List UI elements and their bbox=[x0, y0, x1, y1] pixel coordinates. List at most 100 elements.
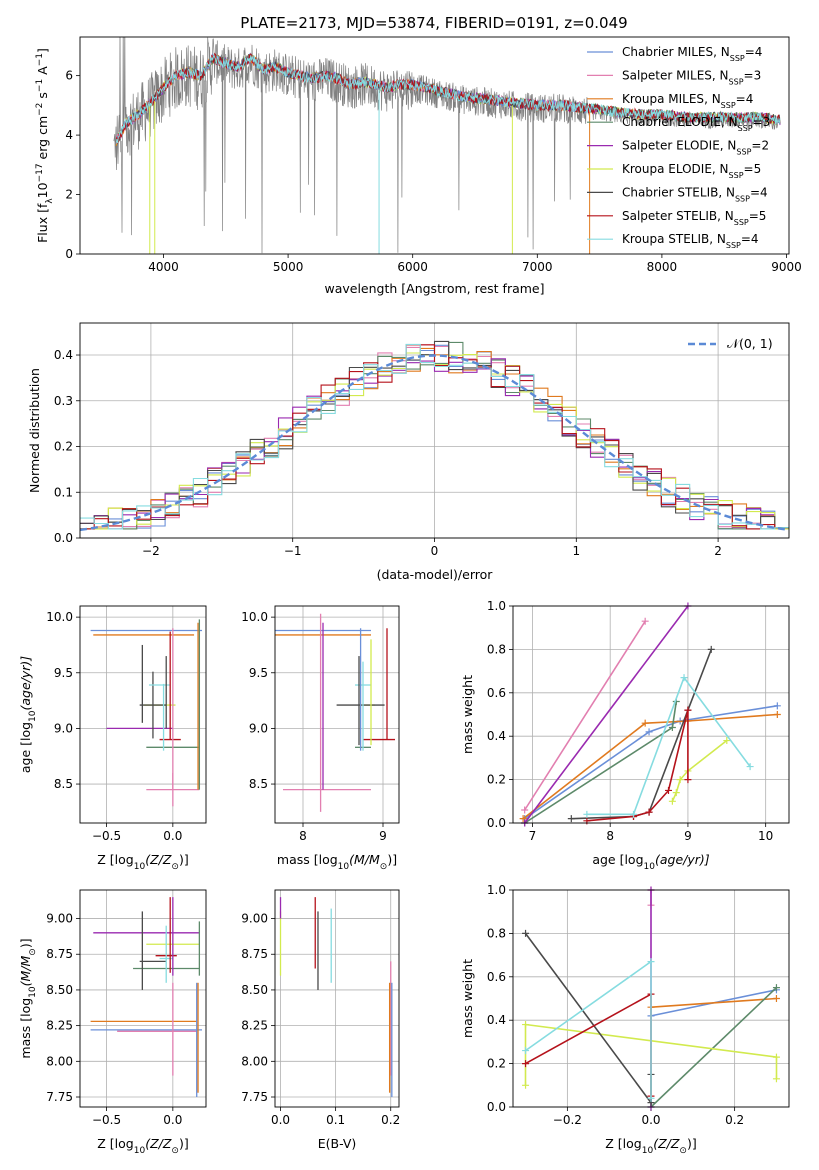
y-tick-label: 9.5 bbox=[249, 666, 268, 680]
x-axis-label-part: )] bbox=[387, 852, 397, 867]
legend-entry-nssp-prefix: , N bbox=[718, 185, 735, 199]
series-point bbox=[583, 810, 591, 818]
legend-entry-nssp-sub: SSP bbox=[729, 171, 744, 180]
legend-entry-nssp: = bbox=[745, 45, 755, 59]
x-tick-label: 0.1 bbox=[326, 1113, 345, 1127]
x-tick-label: −1 bbox=[284, 544, 302, 558]
y-tick-label: 0.1 bbox=[54, 485, 73, 499]
y-tick-label: 9.0 bbox=[54, 721, 73, 735]
axes-frame bbox=[512, 605, 790, 824]
y-tick-label: 8.50 bbox=[241, 983, 268, 997]
y-tick-label: 0.2 bbox=[54, 440, 73, 454]
legend-entry-name: Salpeter MILES bbox=[622, 68, 712, 82]
legend-entry-nssp-value: 2 bbox=[761, 139, 769, 153]
series-point bbox=[772, 1053, 780, 1061]
legend-entry: Salpeter STELIB, NSSP=5 bbox=[622, 209, 766, 227]
y-axis-label-part: ⊙ bbox=[28, 948, 38, 956]
legend-entry: Kroupa ELODIE, NSSP=5 bbox=[622, 162, 761, 180]
legend-entry-nssp-value: 3 bbox=[763, 115, 771, 129]
x-axis-label-part: age [log bbox=[592, 852, 643, 867]
mass-vs-ebv-panel: 0.0 0.1 0.2 7.75 8.00 8.25 8.50 8.75 9.00 E(B-V) bbox=[241, 889, 400, 1151]
y-tick-label: 0.4 bbox=[487, 729, 506, 743]
y-tick-label: 0 bbox=[65, 247, 73, 261]
series-point bbox=[664, 786, 672, 794]
series-point bbox=[723, 737, 731, 745]
series-point bbox=[676, 776, 684, 784]
legend-entry-nssp: = bbox=[741, 232, 751, 246]
age-vs-metallicity-panel: −0.5 0.08.59.09.510.0Z [log10(Z/Z⊙)]age [… bbox=[18, 605, 207, 872]
y-tick-label: 0.8 bbox=[487, 926, 506, 940]
y-axis-label-part: ] bbox=[35, 48, 50, 53]
legend-entry: Chabrier MILES, NSSP=4 bbox=[622, 45, 762, 63]
x-axis-label-part: ⊙ bbox=[171, 1146, 179, 1156]
series-point bbox=[647, 1094, 655, 1102]
legend-entry-nssp-sub: SSP bbox=[738, 124, 753, 133]
series-point bbox=[522, 1081, 530, 1089]
x-tick-label: 7 bbox=[529, 829, 537, 843]
series-line-chabrier-stelib bbox=[524, 932, 652, 1106]
y-tick-label: 7.75 bbox=[241, 1090, 268, 1104]
legend-entry-nssp-prefix: , N bbox=[704, 92, 721, 106]
legend-entry-name: Kroupa ELODIE bbox=[622, 162, 712, 176]
series-point bbox=[522, 1021, 530, 1029]
series-line-chabrier-elodie bbox=[650, 987, 778, 1107]
y-tick-label: 10.0 bbox=[46, 610, 73, 624]
y-axis-label-part: (age/yr)] bbox=[18, 656, 33, 711]
x-axis-label: wavelength [Angstrom, rest frame] bbox=[324, 281, 544, 296]
legend-entry-name: Salpeter ELODIE bbox=[622, 139, 720, 153]
y-tick-label: 0.6 bbox=[487, 970, 506, 984]
legend-entry: Salpeter ELODIE, NSSP=2 bbox=[622, 139, 769, 157]
y-axis-label-part: −2 bbox=[35, 103, 45, 116]
legend-entry-nssp: = bbox=[744, 162, 754, 176]
y-tick-label: 9.00 bbox=[241, 912, 268, 926]
y-axis-label: mass weight bbox=[460, 959, 475, 1038]
y-axis-label-part: 10 bbox=[28, 710, 38, 722]
x-axis-label: E(B-V) bbox=[318, 1136, 357, 1151]
series-line-salpeter-miles bbox=[524, 620, 646, 811]
legend-entry-name: Salpeter STELIB bbox=[622, 209, 717, 223]
y-tick-label: 4 bbox=[65, 128, 73, 142]
y-axis-label: mass [log10(M/M⊙)] bbox=[18, 938, 38, 1058]
y-tick-label: 0.0 bbox=[487, 1100, 506, 1114]
x-axis-label-part: 10 bbox=[134, 1146, 146, 1156]
legend-entry-nssp-sub: SSP bbox=[729, 77, 744, 86]
y-tick-label: 0.0 bbox=[487, 816, 506, 830]
legend-entry-nssp-prefix: , N bbox=[720, 139, 737, 153]
mass-vs-metallicity-panel: −0.5 0.07.758.008.258.508.759.00Z [log10(… bbox=[18, 889, 207, 1156]
axes-frame bbox=[79, 889, 207, 1108]
series-point bbox=[773, 702, 781, 710]
legend-entry-name: Chabrier MILES bbox=[622, 45, 713, 59]
series-point bbox=[772, 1075, 780, 1083]
figure-title: PLATE=2173, MJD=53874, FIBERID=0191, z=0… bbox=[240, 14, 627, 32]
y-axis-label-part: erg cm bbox=[35, 116, 50, 164]
series-point bbox=[772, 995, 780, 1002]
x-axis-label: (data-model)/error bbox=[377, 567, 494, 582]
y-tick-label: 8.5 bbox=[249, 777, 268, 791]
x-tick-label: 0.0 bbox=[641, 1113, 660, 1127]
series-point bbox=[630, 810, 638, 818]
x-tick-label: 0.0 bbox=[163, 1113, 182, 1127]
series-line-kroupa-miles bbox=[522, 713, 778, 820]
series-point bbox=[680, 674, 688, 682]
series-point bbox=[668, 797, 676, 805]
series-line-salpeter-elodie bbox=[524, 606, 689, 823]
series-point bbox=[746, 763, 754, 771]
series-point bbox=[668, 724, 676, 732]
x-axis-label: age [log10(age/yr)] bbox=[592, 852, 709, 872]
age-vs-mass-panel: 8 9 8.5 9.0 9.5 10.0 mass [log10(M/M⊙)] bbox=[241, 605, 400, 872]
axes-frame bbox=[79, 322, 790, 539]
x-tick-label: −0.2 bbox=[553, 1113, 582, 1127]
y-tick-label: 6 bbox=[65, 69, 73, 83]
series-point bbox=[684, 776, 692, 784]
x-tick-label: 9000 bbox=[771, 260, 802, 274]
x-tick-label: 8 bbox=[299, 829, 307, 843]
legend-entry-nssp: = bbox=[736, 92, 746, 106]
legend-entry-nssp-value: 5 bbox=[754, 162, 762, 176]
legend-entry-nssp-prefix: , N bbox=[712, 68, 729, 82]
series-line-chabrier-miles bbox=[524, 705, 778, 820]
x-axis-label-part: 10 bbox=[134, 862, 146, 872]
x-axis-label-part: 10 bbox=[642, 1146, 654, 1156]
series-point bbox=[522, 929, 530, 937]
legend-entry-name: Chabrier ELODIE bbox=[622, 115, 721, 129]
